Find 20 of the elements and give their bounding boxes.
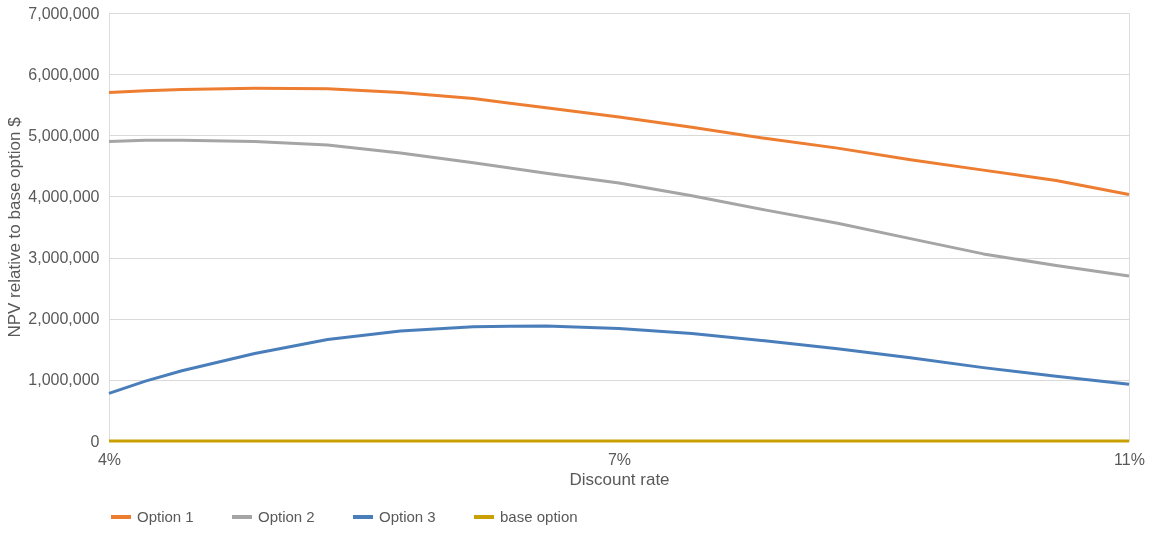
line-series [107,324,1131,395]
legend-label: Option 1 [137,508,194,525]
y-tick-label: 3,000,000 [28,249,100,267]
y-tick-label: 0 [90,432,100,450]
y-axis-title: NPV relative to base option $ [5,116,25,338]
legend-label: base option [500,508,578,525]
x-tick-label: 7% [607,450,632,468]
y-tick-label: 6,000,000 [28,65,100,83]
y-tick-label: 7,000,000 [28,4,100,22]
x-tick-label: 4% [97,450,122,468]
legend-label: Option 3 [379,508,436,525]
y-tick-label: 2,000,000 [28,310,100,328]
x-axis-title: Discount rate [569,469,670,489]
line-series [107,86,1131,197]
legend-label: Option 2 [258,508,315,525]
y-tick-label: 1,000,000 [28,371,100,389]
x-tick-label: 11% [1114,450,1145,468]
y-tick-label: 5,000,000 [28,126,100,144]
line-series [107,138,1131,278]
y-tick-label: 4,000,000 [28,187,100,205]
